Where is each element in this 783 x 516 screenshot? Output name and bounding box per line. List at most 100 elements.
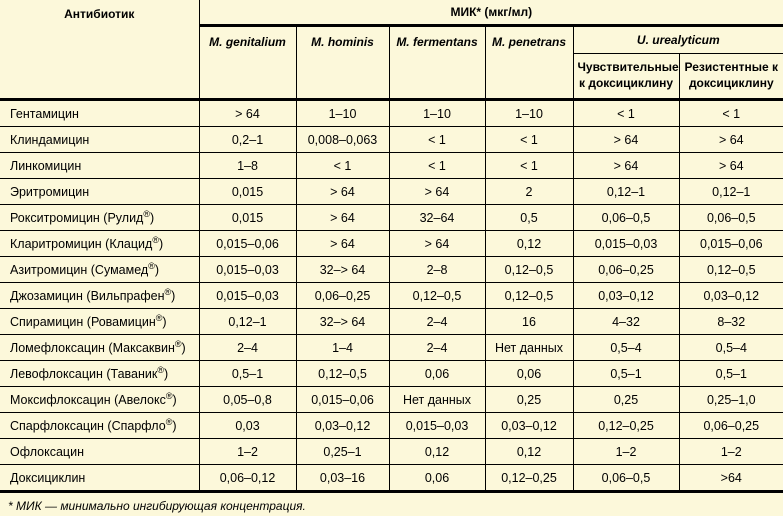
mic-value: 0,015 (198, 178, 297, 205)
mic-value: 1–10 (484, 99, 574, 127)
mic-value: > 64 (572, 126, 680, 153)
column-header-doxycycline-sensitive: Чувствительные к доксициклину (572, 53, 680, 101)
mic-value: > 64 (678, 126, 783, 153)
antibiotic-mic-table: Антибиотик МИК* (мкг/мл) M. genitalium M… (0, 0, 783, 493)
mic-value: 0,05–0,8 (198, 386, 297, 413)
mic-value: < 1 (572, 99, 680, 127)
mic-value: 0,12–0,5 (295, 360, 390, 387)
mic-value: 1–10 (295, 99, 390, 127)
table-row: Гентамицин > 64 1–10 1–10 1–10 < 1 < 1 (0, 99, 783, 127)
antibiotic-name: Эритромицин (0, 178, 200, 205)
header-row-1: Антибиотик МИК* (мкг/мл) (0, 0, 783, 101)
mic-value: 0,12–0,25 (572, 412, 680, 439)
table-row: Моксифлоксацин (Авелокс®) 0,05–0,8 0,015… (0, 386, 783, 413)
table-row: Джозамицин (Вильпрафен®) 0,015–0,03 0,06… (0, 282, 783, 309)
mic-value: 1–2 (572, 438, 680, 465)
table-row: Рокситромицин (Рулид®) 0,015 > 64 32–64 … (0, 204, 783, 231)
mic-value: > 64 (295, 230, 390, 257)
mic-value: > 64 (295, 178, 390, 205)
mic-value: 1–4 (295, 334, 390, 361)
mic-value: 0,015–0,06 (198, 230, 297, 257)
mic-value: 2–4 (388, 308, 486, 335)
antibiotic-name: Линкомицин (0, 152, 200, 179)
mic-value: 0,06 (484, 360, 574, 387)
table-row: Спирамицин (Ровамицин®) 0,12–1 32–> 64 2… (0, 308, 783, 335)
antibiotic-name: Рокситромицин (Рулид®) (0, 204, 200, 231)
mic-value: 0,06–0,5 (678, 204, 783, 231)
mic-value: < 1 (484, 126, 574, 153)
mic-value: 0,5 (484, 204, 574, 231)
mic-value: > 64 (295, 204, 390, 231)
mic-value: 32–> 64 (295, 256, 390, 283)
mic-value: > 64 (678, 152, 783, 179)
mic-value: 2–4 (198, 334, 297, 361)
mic-value: 0,015 (198, 204, 297, 231)
mic-value: 0,5–4 (572, 334, 680, 361)
mic-value: 0,06–0,12 (198, 464, 297, 493)
mic-value: 0,03–16 (295, 464, 390, 493)
mic-value: 1–2 (198, 438, 297, 465)
mic-value: 1–10 (388, 99, 486, 127)
mic-value: 0,5–1 (678, 360, 783, 387)
column-header-m-fermentans: M. fermentans (388, 25, 486, 101)
table-row: Доксициклин 0,06–0,12 0,03–16 0,06 0,12–… (0, 464, 783, 493)
antibiotic-name: Гентамицин (0, 99, 200, 127)
antibiotic-name: Левофлоксацин (Таваник®) (0, 360, 200, 387)
mic-value: > 64 (388, 178, 486, 205)
mic-value: 32–> 64 (295, 308, 390, 335)
header-row-2: M. genitalium M. hominis M. fermentans M… (0, 25, 783, 101)
column-header-doxycycline-resistant: Резистентные к доксициклину (678, 53, 783, 101)
table-row: Азитромицин (Сумамед®) 0,015–0,03 32–> 6… (0, 256, 783, 283)
mic-value: 0,06–0,25 (295, 282, 390, 309)
table-row: Ломефлоксацин (Максаквин®) 2–4 1–4 2–4 Н… (0, 334, 783, 361)
table-footnote: * МИК — минимально ингибирующая концентр… (8, 499, 306, 513)
column-header-antibiotic: Антибиотик (0, 0, 200, 101)
mic-value: > 64 (572, 152, 680, 179)
mic-value: < 1 (678, 99, 783, 127)
mic-value: 0,03–0,12 (678, 282, 783, 309)
mic-value: 0,12–0,25 (484, 464, 574, 493)
mic-value: 0,06–0,5 (572, 204, 680, 231)
mic-value: 16 (484, 308, 574, 335)
mic-value: 8–32 (678, 308, 783, 335)
mic-value: 0,12–0,5 (484, 282, 574, 309)
mic-value: 0,12 (484, 438, 574, 465)
table-row: Эритромицин 0,015 > 64 > 64 2 0,12–1 0,1… (0, 178, 783, 205)
antibiotic-name: Клиндамицин (0, 126, 200, 153)
mic-value: 4–32 (572, 308, 680, 335)
table-row: Спарфлоксацин (Спарфло®) 0,03 0,03–0,12 … (0, 412, 783, 439)
mic-value: 0,5–1 (572, 360, 680, 387)
mic-value: < 1 (388, 126, 486, 153)
antibiotic-name: Спарфлоксацин (Спарфло®) (0, 412, 200, 439)
mic-value: 0,25–1 (295, 438, 390, 465)
mic-value: 0,06 (388, 464, 486, 493)
column-header-m-hominis: M. hominis (295, 25, 390, 101)
table-row: Офлоксацин 1–2 0,25–1 0,12 0,12 1–2 1–2 (0, 438, 783, 465)
mic-value: 0,12–1 (678, 178, 783, 205)
mic-value: 1–8 (198, 152, 297, 179)
antibiotic-name: Моксифлоксацин (Авелокс®) (0, 386, 200, 413)
antibiotic-name: Джозамицин (Вильпрафен®) (0, 282, 200, 309)
mic-value: 1–2 (678, 438, 783, 465)
mic-value: 0,06 (388, 360, 486, 387)
mic-value: 0,06–0,5 (572, 464, 680, 493)
mic-value: 0,008–0,063 (295, 126, 390, 153)
mic-value: 0,03–0,12 (295, 412, 390, 439)
mic-value: 0,06–0,25 (572, 256, 680, 283)
column-header-m-genitalium: M. genitalium (198, 25, 297, 101)
table-row: Левофлоксацин (Таваник®) 0,5–1 0,12–0,5 … (0, 360, 783, 387)
table-row: Линкомицин 1–8 < 1 < 1 < 1 > 64 > 64 (0, 152, 783, 179)
mic-value: 0,25–1,0 (678, 386, 783, 413)
mic-value: 0,5–1 (198, 360, 297, 387)
table-row: Кларитромицин (Клацид®) 0,015–0,06 > 64 … (0, 230, 783, 257)
mic-value: > 64 (198, 99, 297, 127)
antibiotic-name: Азитромицин (Сумамед®) (0, 256, 200, 283)
mic-value: 0,015–0,03 (388, 412, 486, 439)
mic-value: 0,06–0,25 (678, 412, 783, 439)
mic-value: 2–8 (388, 256, 486, 283)
column-group-header-u-urealyticum: U. urealyticum (572, 25, 783, 54)
mic-value: < 1 (295, 152, 390, 179)
mic-value: 0,12 (388, 438, 486, 465)
mic-value: 0,015–0,03 (198, 256, 297, 283)
mic-value: 2 (484, 178, 574, 205)
